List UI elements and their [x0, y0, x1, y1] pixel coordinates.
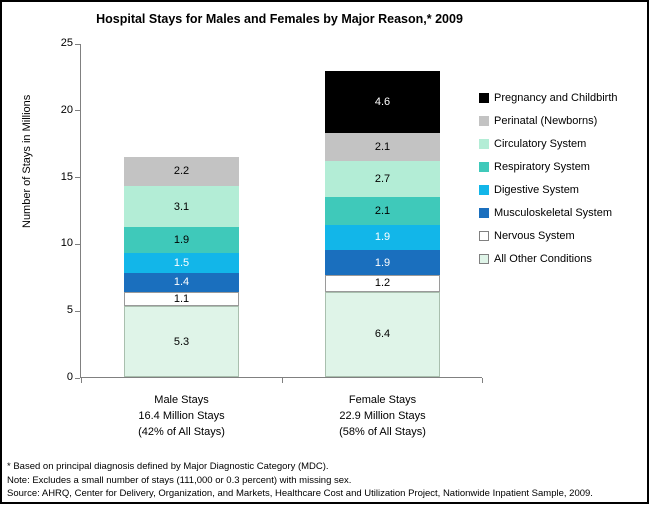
y-tick-mark [75, 43, 80, 45]
category-label-line: (58% of All Stays) [339, 426, 426, 438]
legend-label: All Other Conditions [494, 253, 592, 265]
stacked-bar-female: 4.6 2.1 2.7 2.1 1.9 1.9 1.2 6.4 [325, 71, 440, 377]
x-tick-mark [482, 378, 483, 383]
bar-segment-label: 2.1 [374, 140, 391, 153]
category-label-line: Male Stays [154, 394, 209, 406]
legend-item: Musculoskeletal System [479, 207, 618, 219]
legend-swatch [479, 93, 489, 103]
legend-label: Respiratory System [494, 161, 590, 173]
bar-segment-label: 1.9 [374, 256, 391, 269]
y-tick-label: 5 [66, 304, 73, 317]
category-label: Male Stays 16.4 Million Stays (42% of All … [82, 392, 282, 440]
bar-segment-label: 1.9 [374, 231, 391, 244]
bar-segment: 3.1 [124, 186, 239, 228]
legend-label: Digestive System [494, 184, 579, 196]
bar-segment-label: 1.2 [374, 277, 391, 290]
category-label-line: 16.4 Million Stays [138, 410, 225, 422]
bar-segment-label: 1.4 [173, 276, 190, 289]
y-tick-label: 25 [60, 37, 73, 49]
legend-item: Respiratory System [479, 161, 618, 173]
bar-segment: 6.4 [325, 291, 440, 377]
y-axis-title: Number of Stays in Millions [21, 94, 33, 228]
category-label: Female Stays 22.9 Million Stays (58% of Al… [283, 392, 483, 440]
bar-segment: 2.1 [325, 132, 440, 161]
legend-swatch [479, 116, 489, 126]
bar-segment: 1.9 [325, 250, 440, 276]
y-tick-label: 0 [66, 371, 73, 383]
y-tick-mark [75, 177, 80, 179]
legend-item: All Other Conditions [479, 253, 618, 265]
bar-segment: 4.6 [325, 71, 440, 133]
legend-swatch [479, 208, 489, 218]
legend-item: Digestive System [479, 184, 618, 196]
bar-segment-label: 1.9 [173, 234, 190, 247]
category-label-line: (42% of All Stays) [138, 426, 225, 438]
footnote-line: Note: Excludes a small number of stays (… [7, 474, 352, 486]
legend-item: Circulatory System [479, 138, 618, 150]
y-tick-mark [75, 110, 80, 112]
legend-label: Circulatory System [494, 138, 587, 150]
y-tick-label: 10 [60, 237, 73, 250]
bar-segment: 1.2 [325, 275, 440, 292]
bar-segment: 1.1 [124, 291, 239, 307]
bar-segment: 1.5 [124, 252, 239, 273]
bar-segment-label: 3.1 [173, 200, 190, 213]
bar-segment: 1.9 [124, 227, 239, 253]
chart-title: Hospital Stays for Males and Females by … [96, 12, 463, 26]
bar-segment-label: 4.6 [374, 95, 391, 108]
legend-swatch [479, 162, 489, 172]
bar-segment-label: 6.4 [374, 328, 391, 341]
bar-segment-label: 2.1 [374, 204, 391, 217]
plot-area: 0 5 10 15 20 25 2.2 3.1 1.9 1.5 1.4 1.1 5.3 Male Stay… [61, 37, 483, 438]
bar-segment: 2.7 [325, 160, 440, 197]
y-tick-label: 20 [60, 103, 73, 116]
category-label-line: Female Stays [348, 394, 417, 406]
bar-segment: 1.4 [124, 272, 239, 292]
legend-label: Nervous System [494, 230, 575, 242]
bar-segment-label: 5.3 [173, 335, 190, 348]
legend-swatch [479, 139, 489, 149]
x-tick-mark [81, 378, 82, 383]
x-tick-mark [282, 378, 283, 383]
bar-segment-label: 1.5 [173, 256, 190, 269]
legend-swatch [479, 254, 489, 264]
legend-item: Pregnancy and Childbirth [479, 92, 618, 104]
legend-label: Musculoskeletal System [494, 207, 612, 219]
legend: Pregnancy and Childbirth Perinatal (Newbo… [479, 92, 618, 276]
footnote-line: Source: AHRQ, Center for Delivery, Organ… [7, 488, 593, 499]
footnote-line: * Based on principal diagnosis defined b… [7, 461, 329, 472]
y-tick-mark [75, 310, 80, 312]
stacked-bar-male: 2.2 3.1 1.9 1.5 1.4 1.1 5.3 [124, 156, 239, 377]
legend-label: Pregnancy and Childbirth [494, 92, 618, 104]
bar-segment-label: 1.1 [173, 292, 190, 305]
bar-segment: 1.9 [325, 224, 440, 251]
bar-segment-label: 2.2 [173, 165, 190, 178]
legend-swatch [479, 231, 489, 241]
bar-segment: 2.1 [325, 196, 440, 225]
y-tick-mark [75, 243, 80, 245]
legend-item: Perinatal (Newborns) [479, 115, 618, 127]
legend-label: Perinatal (Newborns) [494, 115, 598, 127]
legend-item: Nervous System [479, 230, 618, 242]
legend-swatch [479, 185, 489, 195]
category-label-line: 22.9 Million Stays [339, 410, 426, 422]
bar-segment: 5.3 [124, 306, 239, 377]
y-tick-label: 15 [60, 170, 73, 183]
bar-segment: 2.2 [124, 156, 239, 186]
y-tick-mark [75, 377, 80, 379]
bar-segment-label: 2.7 [374, 172, 391, 185]
footnotes: * Based on principal diagnosis defined b… [7, 460, 647, 501]
